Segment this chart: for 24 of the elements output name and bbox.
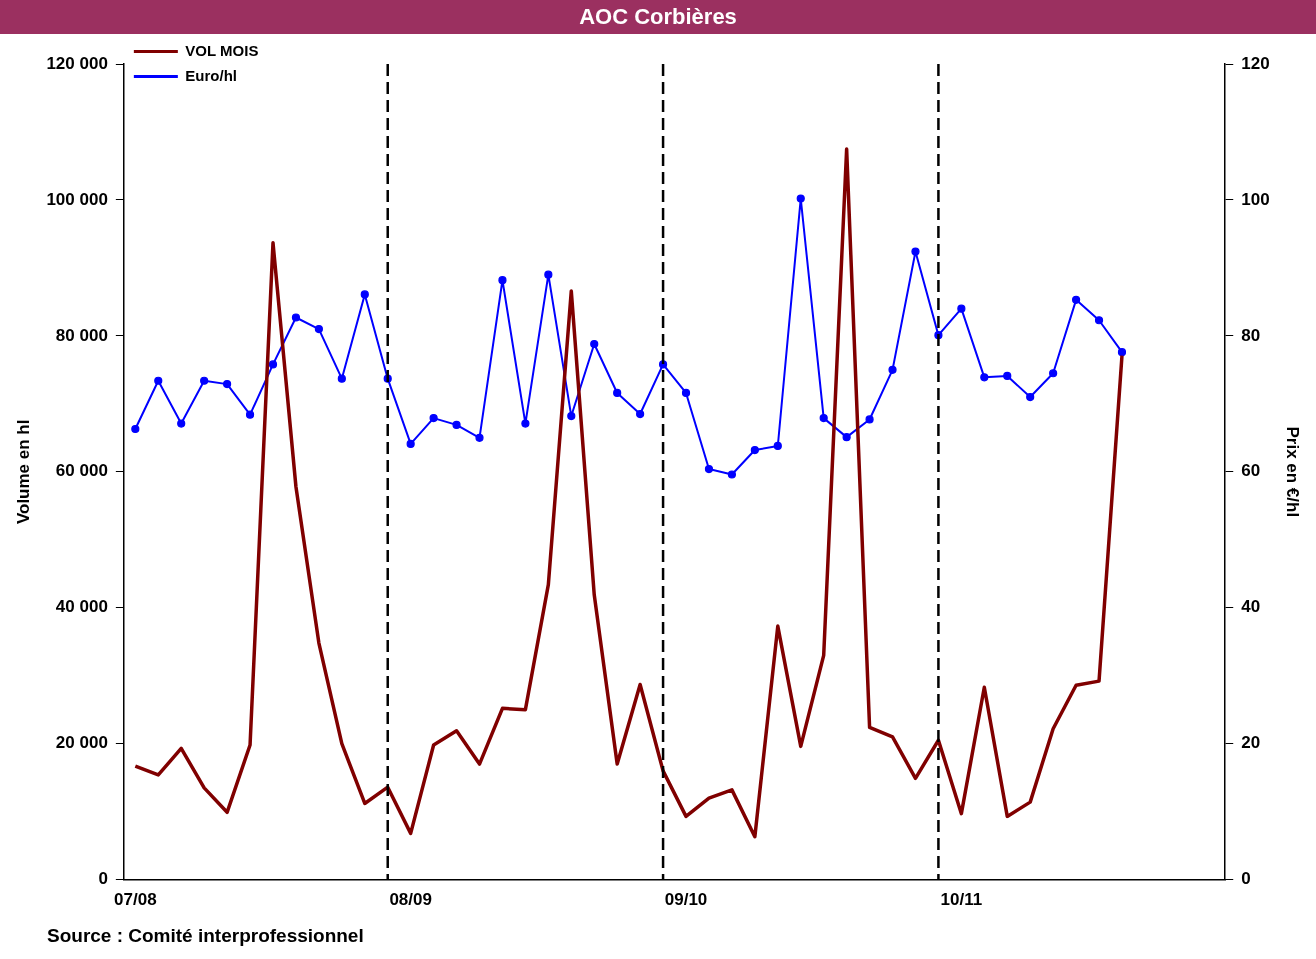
x-tick-label: 07/08 <box>114 890 157 910</box>
y-tick-label: 40 000 <box>55 597 108 617</box>
y-tick-label: 20 000 <box>55 733 108 753</box>
legend-label: Euro/hl <box>185 66 238 84</box>
x-tick-label: 08/09 <box>389 890 432 910</box>
x-tick-label: 10/11 <box>940 890 983 910</box>
y2-tick-label: 60 <box>1241 461 1261 481</box>
x-tick-label: 09/10 <box>664 890 708 910</box>
y2-tick-label: 0 <box>1241 869 1251 889</box>
y2-tick-label: 80 <box>1241 325 1261 345</box>
y2-tick-label: 120 <box>1241 53 1270 73</box>
source-note: Source : Comité interprofessionnel <box>47 925 364 947</box>
chart-title: AOC Corbières <box>0 0 1316 34</box>
y-axis-title: Volume en hl <box>13 419 33 525</box>
y-tick-label: 80 000 <box>55 325 108 345</box>
y2-tick-label: 100 <box>1241 189 1270 209</box>
legend-label: VOL MOIS <box>185 41 259 59</box>
y-tick-label: 120 000 <box>46 53 108 73</box>
y-tick-label: 0 <box>98 869 108 889</box>
y-tick-label: 100 000 <box>46 189 108 209</box>
y-tick-label: 60 000 <box>55 461 108 481</box>
y2-axis-title: Prix en €/hl <box>1283 426 1303 518</box>
y2-tick-label: 40 <box>1241 597 1261 617</box>
y2-tick-label: 20 <box>1241 733 1261 753</box>
